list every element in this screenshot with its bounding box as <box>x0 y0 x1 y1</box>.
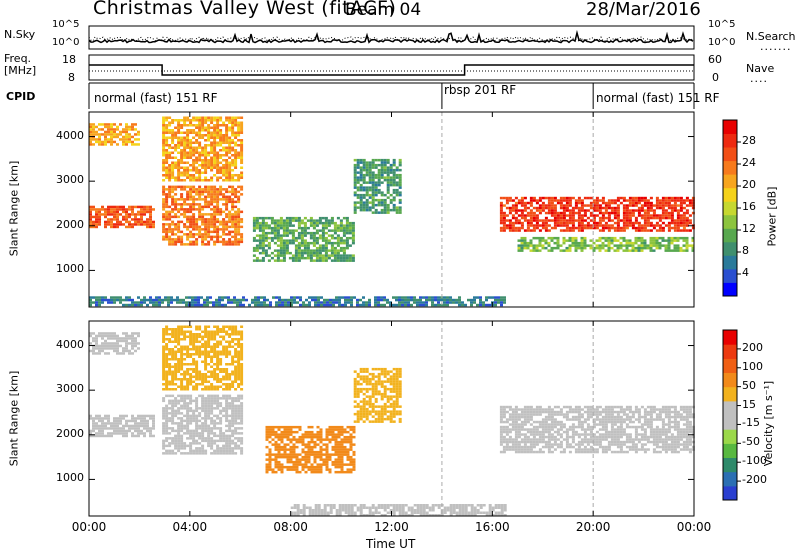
power-panel <box>88 111 695 308</box>
velocity-colorbar-swatch <box>723 358 737 373</box>
power-cells <box>89 116 695 307</box>
power-colorbar-swatch <box>723 133 737 148</box>
velocity-colorbar-swatch <box>723 400 737 416</box>
nsearch-label: N.Search <box>746 30 796 43</box>
x-tick-label: 00:00 <box>676 520 712 534</box>
power-colorbar-swatch <box>723 282 737 297</box>
cpid-segment-3: normal (fast) 151 RF <box>596 91 720 105</box>
velocity-panel <box>88 320 695 517</box>
nsearch-legend-dots: ······· <box>760 43 792 56</box>
power-colorbar-tick-label: 28 <box>742 134 756 147</box>
velocity-colorbar-swatch <box>723 485 737 501</box>
x-tick-label: 04:00 <box>172 520 208 534</box>
velocity-colorbar-swatch <box>723 429 737 444</box>
power-colorbar-tick-label: 4 <box>742 266 749 279</box>
velocity-colorbar-tick-label: 100 <box>742 359 763 373</box>
velocity-colorbar-tick-label: -50 <box>742 435 760 449</box>
station-title: Christmas Valley West (fitACF) <box>93 0 397 19</box>
noise-left-tick-min: 10^0 <box>52 37 80 48</box>
power-colorbar-swatch <box>723 147 737 162</box>
y-tick-label: 1000 <box>56 262 84 276</box>
velocity-colorbar-tick-label: 200 <box>742 340 763 354</box>
velocity-colorbar-swatch <box>723 415 737 430</box>
power-colorbar-swatch <box>723 255 737 270</box>
power-ylabel: Slant Range [km] <box>7 160 21 257</box>
cpid-dividers <box>441 83 594 109</box>
freq-right-tick-min: 0 <box>712 71 719 84</box>
power-colorbar-swatch <box>723 214 737 229</box>
power-colorbar-swatch <box>723 201 737 216</box>
power-colorbar-tick-label: 24 <box>742 156 756 169</box>
freq-left-tick-min: 8 <box>68 71 75 84</box>
noise-search-trace <box>88 36 694 43</box>
power-colorbar-swatch <box>723 268 737 283</box>
axis-ticks <box>88 112 695 516</box>
y-tick-label: 4000 <box>56 337 84 351</box>
y-tick-label: 3000 <box>56 382 84 396</box>
x-tick-label: 12:00 <box>374 520 409 534</box>
power-colorbar-tick-label: 20 <box>742 178 756 191</box>
noise-right-tick-min: 10^0 <box>708 37 736 48</box>
power-colorbar-tick-label: 8 <box>742 244 749 257</box>
x-axis-label: Time UT <box>366 537 416 551</box>
power-colorbar-label: Power [dB] <box>765 186 779 247</box>
frequency-trace <box>89 64 694 76</box>
power-colorbar-swatch <box>723 174 737 189</box>
x-tick-label: 00:00 <box>71 520 107 534</box>
freq-right-tick-max: 60 <box>708 53 722 66</box>
y-tick-label: 1000 <box>56 471 84 485</box>
power-colorbar-swatch <box>723 187 737 202</box>
nsky-label: N.Sky <box>4 28 36 41</box>
nave-legend-dots: ···· <box>750 75 768 88</box>
y-tick-label: 4000 <box>56 128 84 142</box>
power-colorbar-swatch <box>723 228 737 243</box>
velocity-colorbar-tick-label: 50 <box>742 378 756 392</box>
noise-left-tick-max: 10^5 <box>52 19 80 30</box>
power-colorbar <box>722 119 741 297</box>
x-tick-label: 16:00 <box>475 520 510 534</box>
beam-label: Beam 04 <box>345 0 422 20</box>
noise-sky-trace <box>88 29 694 44</box>
y-tick-label: 2000 <box>56 217 84 231</box>
y-tick-label: 2000 <box>56 426 84 440</box>
cpid-segment-1: normal (fast) 151 RF <box>94 91 218 105</box>
velocity-colorbar-tick-label: -15 <box>742 416 760 430</box>
date-label: 28/Mar/2016 <box>586 0 701 20</box>
power-colorbar-tick-label: 16 <box>742 200 756 213</box>
velocity-colorbar-swatch <box>723 443 737 458</box>
freq-panel <box>88 54 695 81</box>
velocity-colorbar-swatch <box>723 386 737 402</box>
freq-label: Freq. <box>4 52 32 65</box>
power-colorbar-swatch <box>723 160 737 175</box>
mhz-label: [MHz] <box>4 64 37 77</box>
velocity-ylabel: Slant Range [km] <box>7 370 21 467</box>
cpid-segment-2: rbsp 201 RF <box>444 83 517 97</box>
nave-label: Nave <box>746 62 775 75</box>
velocity-colorbar-tick-label: -100 <box>742 454 767 468</box>
velocity-colorbar-swatch <box>723 471 737 487</box>
cpid-label: CPID <box>6 90 36 103</box>
x-tick-label: 08:00 <box>273 520 308 534</box>
power-colorbar-swatch <box>723 241 737 256</box>
y-tick-label: 3000 <box>56 173 84 187</box>
freq-left-tick-max: 18 <box>62 53 76 66</box>
velocity-colorbar-swatch <box>723 344 737 359</box>
velocity-colorbar-frame <box>722 329 738 501</box>
velocity-colorbar-swatch <box>723 330 737 345</box>
velocity-cells <box>89 325 695 517</box>
velocity-colorbar <box>722 329 741 501</box>
x-tick-label: 20:00 <box>575 520 611 534</box>
velocity-colorbar-tick-label: 15 <box>742 397 756 411</box>
power-colorbar-swatch <box>723 120 737 134</box>
noise-right-tick-max: 10^5 <box>708 19 736 30</box>
velocity-colorbar-swatch <box>723 372 737 388</box>
velocity-colorbar-tick-label: -200 <box>742 473 767 487</box>
power-colorbar-tick-label: 12 <box>742 222 756 235</box>
velocity-colorbar-swatch <box>723 457 737 473</box>
